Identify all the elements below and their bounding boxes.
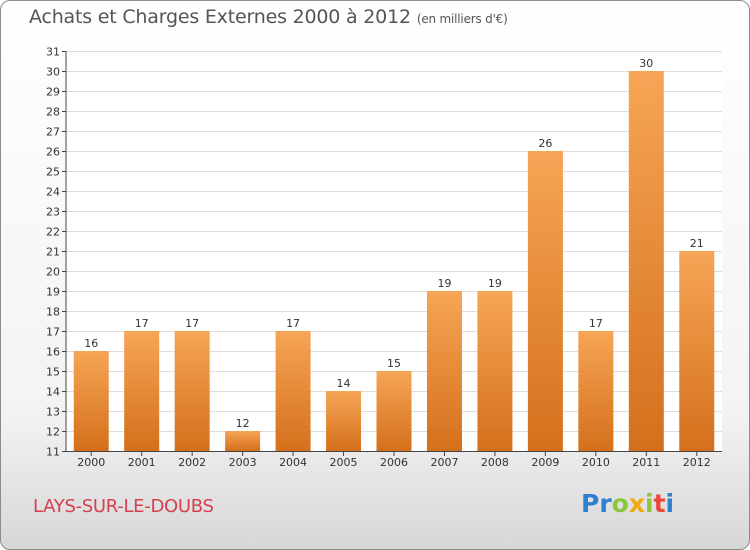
y-tick-label: 19 <box>46 286 60 299</box>
bar <box>376 371 412 451</box>
logo-letter: r <box>599 489 612 518</box>
x-tick-label: 2002 <box>178 456 206 469</box>
y-tick-label: 17 <box>46 326 60 339</box>
bar <box>73 351 109 451</box>
x-tick-label: 2011 <box>632 456 660 469</box>
bar <box>124 331 160 451</box>
data-label: 17 <box>135 317 149 330</box>
x-axis-ticks: 2000 2001 2002 2003 2004 2005 2006 2007 2008 2009… <box>77 451 711 469</box>
data-label: 17 <box>589 317 603 330</box>
chart-title-block: Achats et Charges Externes 2000 à 2012 (e… <box>29 6 508 28</box>
bar <box>578 331 614 451</box>
y-tick-label: 11 <box>46 446 60 459</box>
chart-title: Achats et Charges Externes 2000 à 2012 <box>29 6 411 28</box>
y-tick-label: 22 <box>46 226 60 239</box>
bar <box>527 151 563 451</box>
bar <box>326 391 362 451</box>
bars: 16 17 17 12 17 14 15 19 19 26 17 30 21 <box>73 57 715 451</box>
y-tick-label: 20 <box>46 266 60 279</box>
y-tick-label: 26 <box>46 146 60 159</box>
logo-letter: i <box>665 489 675 518</box>
y-axis-ticks: 11 12 13 14 15 16 17 18 19 20 21 22 23 24 25 26 27 28 29 30… <box>46 46 66 459</box>
x-tick-label: 2006 <box>380 456 408 469</box>
x-tick-label: 2009 <box>531 456 559 469</box>
y-tick-label: 31 <box>46 46 60 59</box>
y-tick-label: 16 <box>46 346 60 359</box>
logo-letter: i <box>645 489 654 518</box>
data-label: 17 <box>286 317 300 330</box>
data-label: 26 <box>538 137 552 150</box>
logo-letter: t <box>653 489 666 518</box>
x-tick-label: 2000 <box>77 456 105 469</box>
y-tick-label: 15 <box>46 366 60 379</box>
x-tick-label: 2004 <box>279 456 307 469</box>
x-tick-label: 2010 <box>582 456 610 469</box>
y-tick-label: 30 <box>46 66 60 79</box>
x-tick-label: 2012 <box>683 456 711 469</box>
data-label: 16 <box>84 337 98 350</box>
bar <box>225 431 261 451</box>
y-tick-label: 23 <box>46 206 60 219</box>
x-tick-label: 2007 <box>430 456 458 469</box>
data-label: 15 <box>387 357 401 370</box>
bar <box>275 331 311 451</box>
logo-letter: P <box>581 489 600 518</box>
x-tick-label: 2005 <box>330 456 358 469</box>
y-tick-label: 14 <box>46 386 60 399</box>
y-tick-label: 28 <box>46 106 60 119</box>
data-label: 21 <box>690 237 704 250</box>
bar <box>174 331 210 451</box>
y-tick-label: 29 <box>46 86 60 99</box>
bar <box>628 71 664 451</box>
data-label: 12 <box>236 417 250 430</box>
data-label: 17 <box>185 317 199 330</box>
place-name: LAYS-SUR-LE-DOUBS <box>33 496 214 517</box>
data-label: 30 <box>639 57 653 70</box>
y-tick-label: 24 <box>46 186 60 199</box>
x-tick-label: 2001 <box>128 456 156 469</box>
logo-letter: x <box>628 489 645 518</box>
y-tick-label: 27 <box>46 126 60 139</box>
data-label: 14 <box>337 377 351 390</box>
x-tick-label: 2003 <box>229 456 257 469</box>
proxiti-logo: Proxiti <box>581 489 674 518</box>
bar <box>679 251 715 451</box>
y-tick-label: 25 <box>46 166 60 179</box>
data-label: 19 <box>437 277 451 290</box>
y-tick-label: 12 <box>46 426 60 439</box>
bar <box>426 291 462 451</box>
x-tick-label: 2008 <box>481 456 509 469</box>
y-tick-label: 13 <box>46 406 60 419</box>
bar <box>477 291 513 451</box>
chart-unit: (en milliers d'€) <box>416 12 508 26</box>
y-tick-label: 18 <box>46 306 60 319</box>
y-tick-label: 21 <box>46 246 60 259</box>
data-label: 19 <box>488 277 502 290</box>
logo-letter: o <box>611 489 629 518</box>
